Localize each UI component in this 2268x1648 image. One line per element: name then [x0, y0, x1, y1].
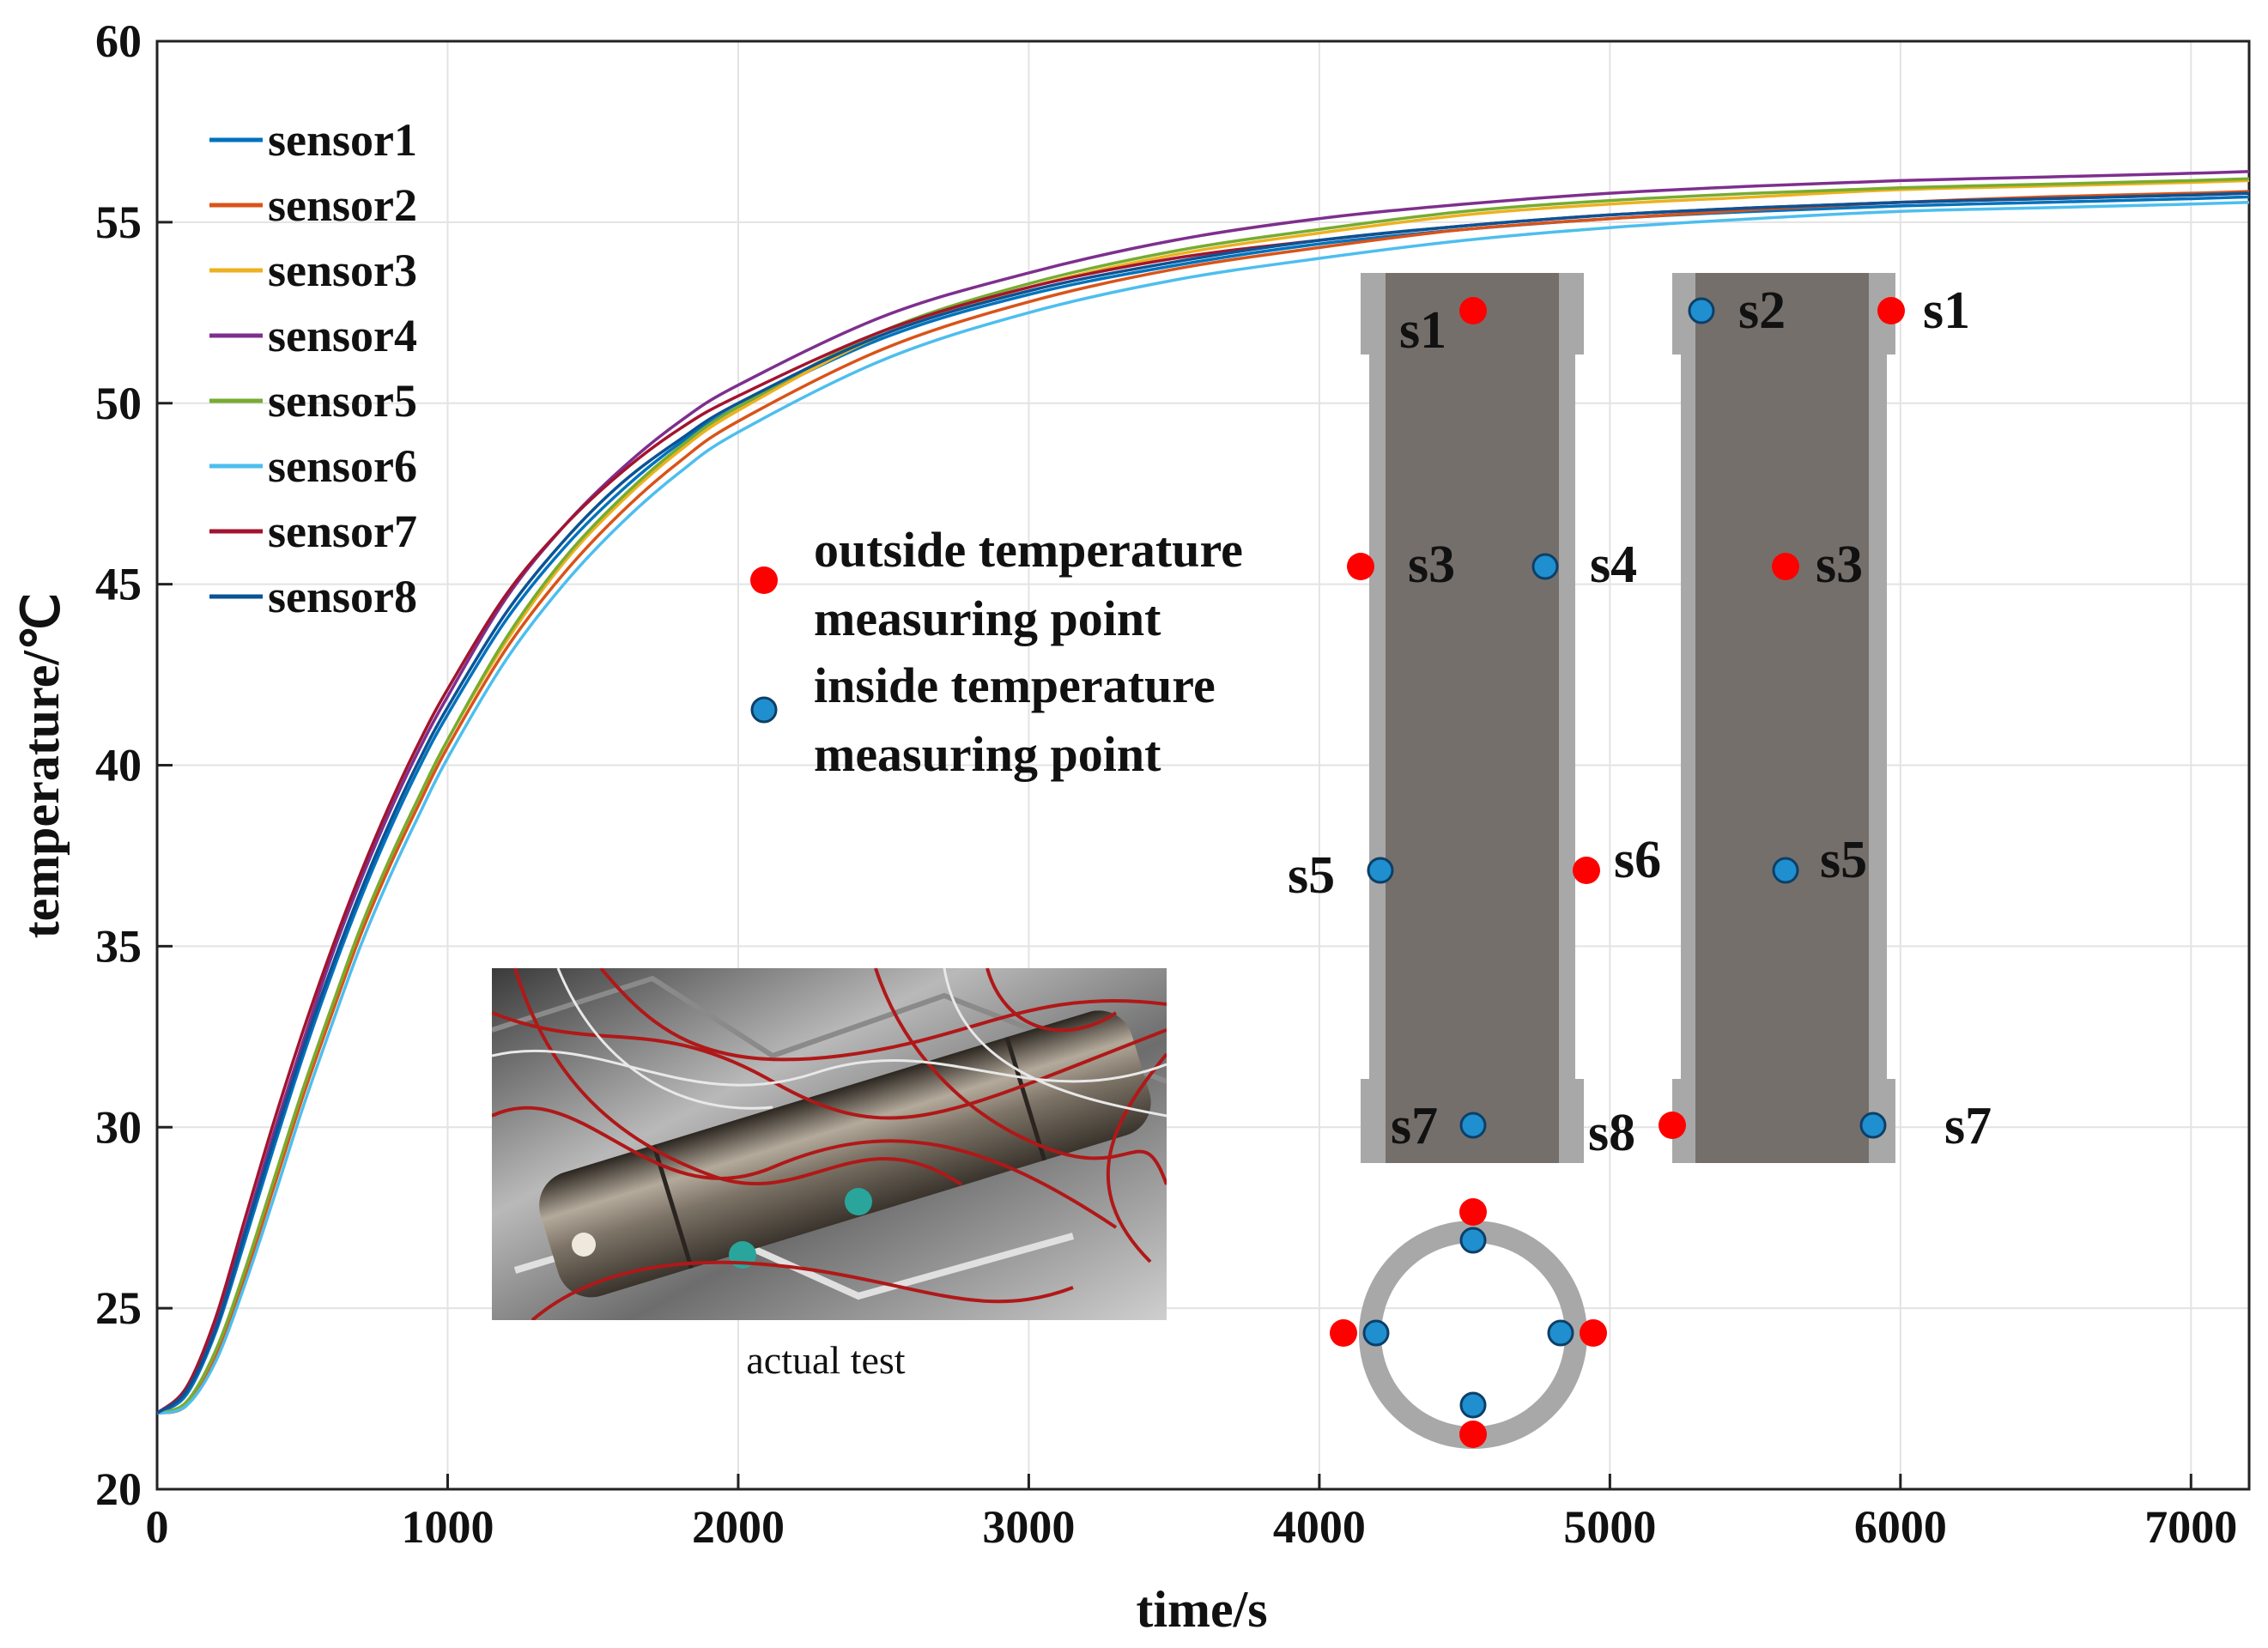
series-line-sensor5 — [156, 177, 2250, 1415]
ring-top-inside-marker — [1459, 1227, 1487, 1254]
x-tick-label: 2000 — [692, 1501, 785, 1553]
x-tick-label: 0 — [146, 1501, 169, 1553]
y-tick-label: 45 — [95, 559, 142, 610]
left-s1-marker — [1459, 297, 1487, 324]
right-s1-label: s1 — [1923, 282, 1970, 340]
outside-key-line1: outside temperature — [814, 522, 1243, 578]
outside-key-line2: measuring point — [814, 591, 1161, 646]
legend-label-sensor4: sensor4 — [268, 310, 417, 361]
x-tick-label: 4000 — [1273, 1501, 1366, 1553]
series-line-sensor1 — [156, 195, 2250, 1415]
inside-key-line2: measuring point — [814, 726, 1161, 782]
left-s7-label: s7 — [1391, 1097, 1438, 1155]
left-s4-label: s4 — [1590, 536, 1637, 594]
series-line-sensor2 — [156, 190, 2250, 1415]
y-axis-ticks: 20 25 30 35 40 45 50 55 60 — [95, 15, 173, 1515]
inside-point-key-marker — [750, 696, 778, 724]
x-tick-label: 1000 — [401, 1501, 494, 1553]
y-tick-label: 30 — [95, 1101, 142, 1153]
left-s6-label: s6 — [1614, 831, 1661, 889]
legend-label-sensor3: sensor3 — [268, 245, 417, 296]
right-s7-label: s7 — [1944, 1097, 1992, 1155]
marker-key: outside temperature measuring point insi… — [750, 522, 1243, 782]
legend: sensor1 sensor2 sensor3 sensor4 sensor5 senso… — [209, 114, 417, 622]
x-axis-title: time/s — [1136, 1581, 1267, 1638]
left-s3-label: s3 — [1408, 536, 1455, 594]
ring-bottom-inside-marker — [1459, 1391, 1487, 1419]
outside-point-key-marker — [750, 566, 778, 594]
left-s7-marker — [1459, 1112, 1487, 1139]
left-s3-marker — [1347, 553, 1374, 580]
y-tick-label: 55 — [95, 197, 142, 248]
right-s5-marker — [1772, 857, 1799, 884]
right-s2-marker — [1688, 297, 1715, 324]
series-line-sensor8 — [155, 191, 2250, 1415]
right-s3-marker — [1772, 553, 1799, 580]
x-tick-label: 7000 — [2144, 1501, 2237, 1553]
actual-test-photo: actual test — [492, 968, 1167, 1382]
series-line-sensor6 — [156, 200, 2250, 1415]
ring-left-inside-marker — [1362, 1319, 1390, 1347]
right-s2-label: s2 — [1738, 282, 1786, 340]
ring-right-outside-marker — [1580, 1319, 1607, 1347]
photo-caption: actual test — [746, 1338, 905, 1382]
legend-label-sensor1: sensor1 — [268, 114, 417, 166]
legend-label-sensor7: sensor7 — [268, 506, 417, 557]
ring-bottom-outside-marker — [1459, 1421, 1487, 1448]
left-s1-label: s1 — [1399, 301, 1446, 360]
left-s4-marker — [1531, 553, 1559, 580]
legend-label-sensor6: sensor6 — [268, 440, 417, 492]
y-tick-label: 50 — [95, 378, 142, 429]
series-lines — [155, 170, 2250, 1415]
legend-label-sensor2: sensor2 — [268, 179, 417, 231]
x-tick-label: 3000 — [982, 1501, 1075, 1553]
legend-label-sensor5: sensor5 — [268, 375, 417, 427]
left-s6-marker — [1573, 857, 1600, 884]
left-s8-label: s8 — [1588, 1104, 1635, 1162]
right-s3-label: s3 — [1816, 536, 1863, 594]
x-axis-ticks: 0 1000 2000 3000 4000 5000 6000 7000 — [146, 1474, 2237, 1553]
ring-right-inside-marker — [1547, 1319, 1574, 1347]
series-line-sensor4 — [155, 170, 2250, 1415]
y-tick-label: 40 — [95, 740, 142, 791]
left-s5-label: s5 — [1288, 846, 1335, 905]
y-tick-label: 35 — [95, 920, 142, 972]
left-s5-marker — [1367, 857, 1394, 884]
right-s7-marker — [1859, 1112, 1887, 1139]
ring-section-diagram — [1330, 1198, 1607, 1449]
ring-left-outside-marker — [1330, 1319, 1357, 1347]
y-tick-label: 60 — [95, 15, 142, 67]
right-s8-marker — [1659, 1112, 1686, 1139]
y-axis-title: temperature/℃ — [13, 593, 70, 939]
ring-top-outside-marker — [1459, 1198, 1487, 1226]
right-s1-marker — [1877, 297, 1905, 324]
legend-label-sensor8: sensor8 — [268, 571, 417, 622]
y-tick-label: 20 — [95, 1463, 142, 1515]
x-tick-label: 5000 — [1563, 1501, 1656, 1553]
right-s5-label: s5 — [1820, 831, 1867, 889]
left-section-diagram: s1 s3 s4 s5 s6 s7 s8 — [1288, 273, 1661, 1163]
x-tick-label: 6000 — [1854, 1501, 1947, 1553]
y-tick-label: 25 — [95, 1282, 142, 1334]
right-section-diagram: s2 s1 s3 s5 s7 — [1659, 273, 1992, 1163]
inside-key-line1: inside temperature — [814, 657, 1216, 713]
